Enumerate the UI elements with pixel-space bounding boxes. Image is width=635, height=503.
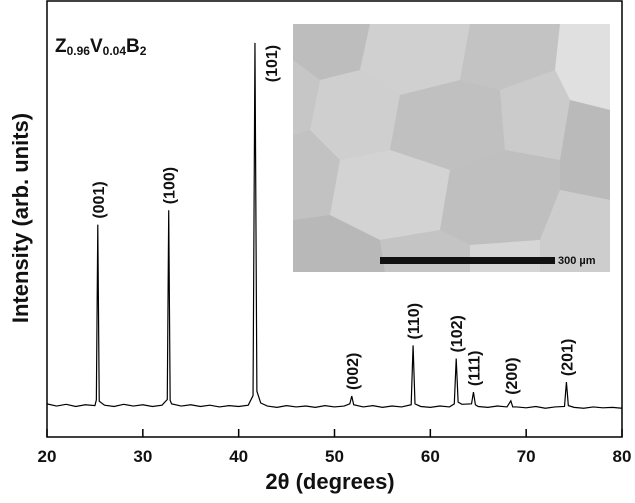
chart: 300 µm Z0.96V0.04B2 2θ (degrees) Intensi… [0,0,635,498]
x-tick-label: 40 [229,447,248,466]
chart-title: Z0.96V0.04B2 [55,36,147,58]
title-part: Z [55,36,67,57]
title-part: V [90,36,103,57]
inset-micrograph [293,24,610,272]
title-part: 0.04 [103,44,127,58]
title-part: B [126,36,140,57]
peak-label: (201) [559,339,576,376]
x-tick-label: 30 [133,447,152,466]
peak-label: (101) [264,45,281,82]
peak-label: (002) [345,353,362,390]
x-tick-label: 50 [325,447,344,466]
title-part: 0.96 [67,44,91,58]
x-tick-label: 70 [517,447,536,466]
y-axis-title: Intensity (arb. units) [8,113,33,323]
peak-label: (102) [449,315,466,352]
peak-label: (200) [504,357,521,394]
x-axis-title: 2θ (degrees) [265,469,394,494]
x-tick-label: 80 [613,447,632,466]
x-tick-label: 60 [421,447,440,466]
peak-label: (100) [162,167,179,204]
peak-label: (111) [466,350,483,386]
x-tick-label: 20 [38,447,57,466]
peak-label: (001) [91,181,108,218]
title-part: 2 [140,44,147,58]
inset-scale-label: 300 µm [558,255,596,267]
peak-label: (110) [406,303,423,339]
